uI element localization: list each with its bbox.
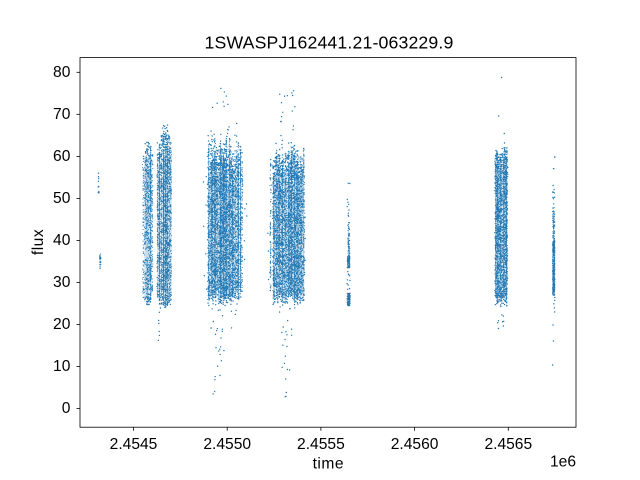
- svg-text:50: 50: [53, 190, 71, 207]
- svg-text:80: 80: [53, 64, 71, 81]
- svg-text:flux: flux: [30, 229, 47, 255]
- svg-text:2.4550: 2.4550: [203, 436, 251, 453]
- svg-text:0: 0: [62, 400, 71, 417]
- svg-text:60: 60: [53, 148, 71, 165]
- svg-text:time: time: [313, 455, 344, 472]
- svg-text:70: 70: [53, 106, 71, 123]
- svg-text:2.4545: 2.4545: [110, 436, 158, 453]
- svg-text:2.4555: 2.4555: [297, 436, 345, 453]
- svg-text:1SWASPJ162441.21-063229.9: 1SWASPJ162441.21-063229.9: [205, 33, 454, 53]
- svg-text:2.4560: 2.4560: [391, 436, 439, 453]
- svg-text:40: 40: [53, 232, 71, 249]
- svg-text:1e6: 1e6: [550, 453, 576, 470]
- svg-text:30: 30: [53, 274, 71, 291]
- svg-text:10: 10: [53, 358, 71, 375]
- svg-text:2.4565: 2.4565: [484, 436, 532, 453]
- svg-text:20: 20: [53, 316, 71, 333]
